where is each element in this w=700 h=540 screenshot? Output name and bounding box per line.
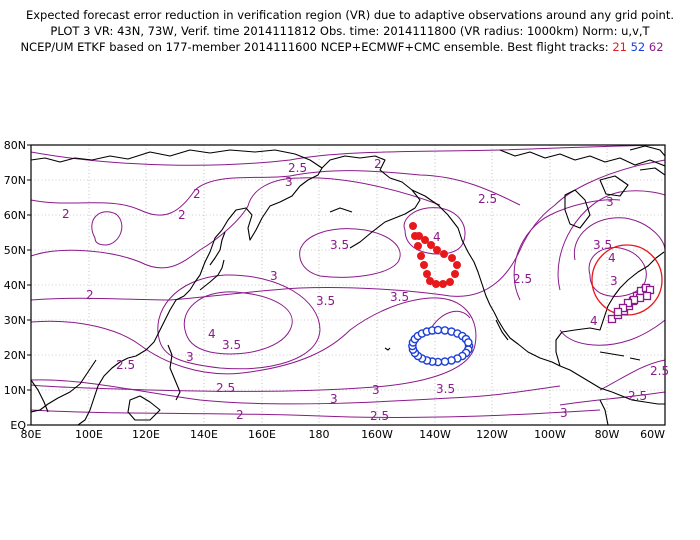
lat-label: 20N xyxy=(4,349,26,362)
contour-label: 3.5 xyxy=(316,294,335,308)
flight-track-red xyxy=(409,222,461,288)
track-point-blue xyxy=(463,338,473,347)
track-point-red xyxy=(423,270,431,278)
track-label-purple: 62 xyxy=(648,40,664,54)
contour-label: 2.5 xyxy=(216,381,235,395)
flight-track-purple xyxy=(607,283,655,324)
track-point-red xyxy=(439,280,447,288)
track-point-red xyxy=(409,222,417,230)
lon-label: 80W xyxy=(595,428,620,441)
contour-label: 3 xyxy=(606,195,614,209)
title-line-1: Expected forecast error reduction in ver… xyxy=(25,8,675,22)
contour-label: 3.5 xyxy=(330,238,349,252)
title-line-3-text: NCEP/UM ETKF based on 177-member 2014111… xyxy=(20,40,609,54)
lon-label: 60W xyxy=(640,428,665,441)
track-point-red xyxy=(415,232,423,240)
contour-label: 4 xyxy=(208,327,216,341)
track-point-red xyxy=(414,242,422,250)
lat-label: 50N xyxy=(4,244,26,257)
contour-lines xyxy=(31,145,665,418)
lon-label: 120E xyxy=(132,428,160,441)
lon-label: 100E xyxy=(75,428,103,441)
track-point-red xyxy=(451,270,459,278)
title-line-2: PLOT 3 VR: 43N, 73W, Verif. time 2014111… xyxy=(50,24,650,38)
contour-label: 2.5 xyxy=(116,358,135,372)
lat-label: 70N xyxy=(4,174,26,187)
contour-label: 4 xyxy=(433,230,441,244)
contour-labels: 2.5 2 3 2 2 2.5 2 2 3.5 4 3 3.5 3.5 2.5 … xyxy=(62,157,669,423)
title-line-3: NCEP/UM ETKF based on 177-member 2014111… xyxy=(0,40,692,54)
contour-label: 2 xyxy=(86,288,94,302)
contour-label: 3 xyxy=(285,175,293,189)
lat-label: 10N xyxy=(4,384,26,397)
contour-label: 2.5 xyxy=(628,389,647,403)
track-point-blue xyxy=(440,357,450,366)
contour-label: 2 xyxy=(236,408,244,422)
track-point-red xyxy=(421,236,429,244)
track-label-blue: 52 xyxy=(630,40,646,54)
contour-label: 4 xyxy=(590,314,598,328)
contour-label: 2.5 xyxy=(650,364,669,378)
lon-label: 140E xyxy=(190,428,218,441)
contour-label: 3 xyxy=(560,406,568,420)
track-point-red xyxy=(440,250,448,258)
lat-label: EQ xyxy=(10,419,26,432)
contour-label: 2.5 xyxy=(370,409,389,423)
track-point-purple xyxy=(642,291,652,301)
lon-label: 100W xyxy=(534,428,566,441)
track-point-purple xyxy=(623,298,633,308)
track-point-red xyxy=(417,252,425,260)
track-point-red xyxy=(427,241,435,249)
lon-label: 180 xyxy=(309,428,330,441)
contour-label: 3.5 xyxy=(390,290,409,304)
contour-label: 3.5 xyxy=(593,238,612,252)
track-point-purple xyxy=(613,307,623,317)
contour-label: 2 xyxy=(62,207,70,221)
track-point-red xyxy=(426,277,434,285)
track-point-red xyxy=(420,261,428,269)
contour-label: 3.5 xyxy=(436,382,455,396)
track-point-red xyxy=(448,254,456,262)
lat-label: 60N xyxy=(4,209,26,222)
contour-label: 3 xyxy=(330,392,338,406)
contour-label: 3 xyxy=(610,274,618,288)
coastlines xyxy=(31,145,665,425)
contour-label: 2.5 xyxy=(288,161,307,175)
contour-label: 2.5 xyxy=(478,192,497,206)
lon-label: 140W xyxy=(419,428,451,441)
lat-label: 80N xyxy=(4,139,26,152)
lon-label: 160E xyxy=(248,428,276,441)
contour-label: 2.5 xyxy=(513,272,532,286)
contour-label: 3 xyxy=(270,269,278,283)
contour-label: 2 xyxy=(178,208,186,222)
contour-label: 2 xyxy=(374,157,382,171)
contour-label: 3 xyxy=(372,383,380,397)
lon-label: 160W xyxy=(361,428,393,441)
track-point-red xyxy=(446,278,454,286)
track-label-red: 21 xyxy=(612,40,627,54)
lon-label: 120W xyxy=(476,428,508,441)
track-point-red xyxy=(433,246,441,254)
contour-label: 3 xyxy=(186,350,194,364)
lon-label: 80E xyxy=(21,428,42,441)
graticule xyxy=(31,145,665,425)
lat-label: 30N xyxy=(4,314,26,327)
track-point-red xyxy=(432,280,440,288)
contour-label: 2 xyxy=(193,187,201,201)
track-point-blue xyxy=(433,325,443,335)
contour-label: 3.5 xyxy=(222,338,241,352)
track-point-red xyxy=(453,261,461,269)
flight-track-blue xyxy=(408,325,474,367)
lat-label: 40N xyxy=(4,279,26,292)
contour-label: 4 xyxy=(608,251,616,265)
